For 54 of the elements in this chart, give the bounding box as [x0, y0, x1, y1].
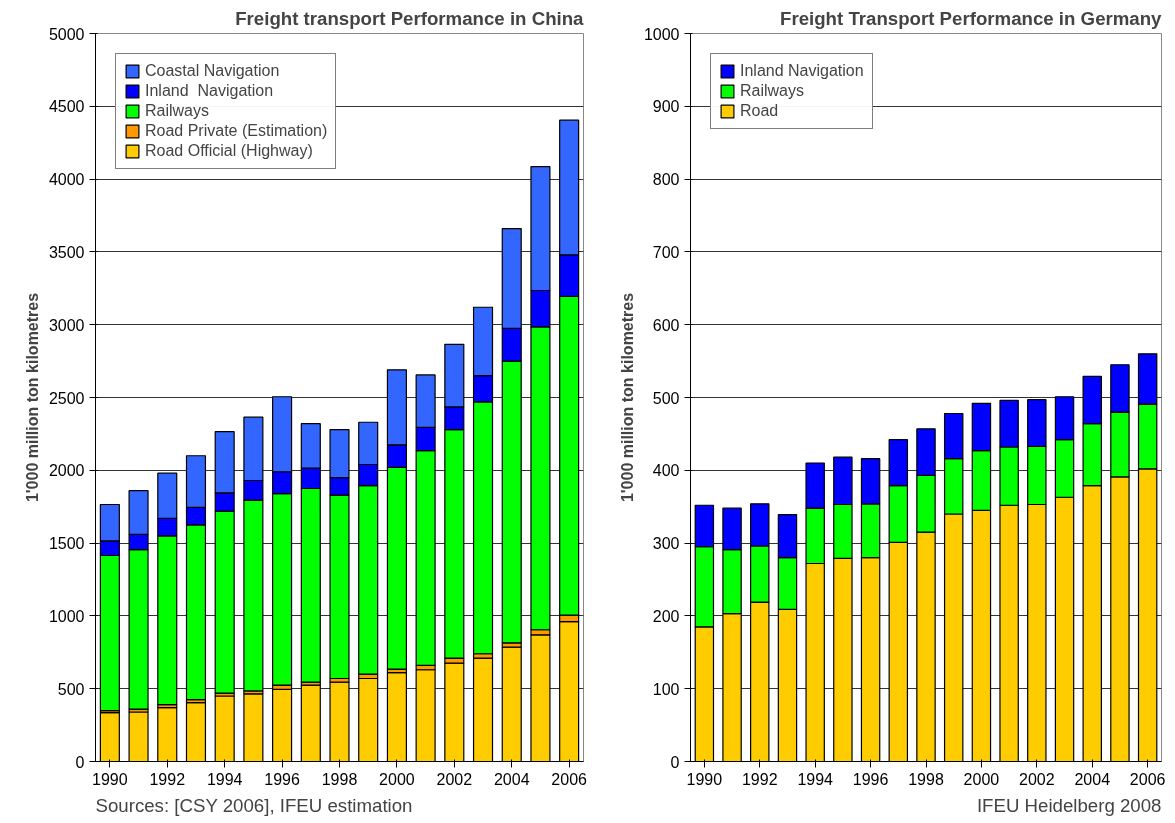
y-tick-label: 400 — [652, 462, 680, 480]
y-tick-label: 300 — [652, 535, 680, 553]
y-tick-label: 3500 — [48, 243, 85, 261]
x-tick-label: 2004 — [493, 770, 530, 788]
legend-label: Road Private (Estimation) — [145, 122, 328, 140]
x-tick-label: 2002 — [436, 770, 473, 788]
legend-label: Railways — [145, 102, 210, 120]
x-tick-label: 1992 — [149, 770, 186, 788]
x-tick-label: 1998 — [321, 770, 358, 788]
x-tick-label: 1990 — [686, 770, 723, 788]
y-tick-label: 1500 — [48, 535, 85, 553]
x-tick-label: 2000 — [379, 770, 415, 788]
y-tick-label: 500 — [57, 680, 85, 698]
y-tick-label: 4000 — [48, 171, 85, 189]
y-tick-label: 3000 — [48, 316, 85, 334]
x-tick-label: 2006 — [1129, 770, 1166, 788]
legend-label: Road — [740, 102, 779, 120]
y-tick-label: 4500 — [48, 98, 85, 116]
x-tick-label: 1998 — [908, 770, 944, 788]
y-tick-label: 500 — [652, 389, 680, 407]
y-tick-label: 900 — [652, 98, 680, 116]
y-tick-label: 0 — [670, 753, 680, 771]
legend-label: Railways — [740, 82, 805, 100]
y-tick-label: 600 — [652, 316, 680, 334]
y-tick-label: 800 — [652, 171, 680, 189]
chart-title: Freight Transport Performance in Germany — [779, 7, 1163, 29]
text: IFEU Heidelberg 2008 — [976, 794, 1162, 816]
legend-label: Inland Navigation — [145, 82, 274, 100]
x-tick-label: 1996 — [264, 770, 300, 788]
y-tick-label: 1000 — [48, 607, 85, 625]
source-note: Sources: [CSY 2006], IFEU estimation — [95, 794, 413, 816]
y-tick-label: 200 — [652, 607, 680, 625]
y-tick-label: 100 — [652, 680, 680, 698]
y-axis-title: 1'000 million ton kilometres — [23, 292, 41, 503]
y-tick-label: 2000 — [48, 462, 85, 480]
x-tick-label: 1994 — [797, 770, 834, 788]
legend-label: Coastal Navigation — [145, 62, 280, 80]
legend-label: Inland Navigation — [740, 62, 864, 80]
y-tick-label: 0 — [75, 753, 85, 771]
x-tick-label: 1994 — [206, 770, 243, 788]
y-tick-label: 1000 — [643, 25, 680, 43]
x-tick-label: 1990 — [92, 770, 128, 788]
x-tick-label: 2004 — [1074, 770, 1111, 788]
chart-title: Freight transport Performance in China — [235, 7, 585, 29]
x-tick-label: 2006 — [551, 770, 588, 788]
y-tick-label: 2500 — [48, 389, 85, 407]
y-axis-title: 1'000 million ton kilometres — [618, 292, 636, 503]
x-tick-label: 2000 — [963, 770, 1000, 788]
y-tick-label: 5000 — [48, 25, 85, 43]
x-tick-label: 2002 — [1019, 770, 1055, 788]
x-tick-label: 1992 — [741, 770, 778, 788]
y-tick-label: 700 — [652, 243, 680, 261]
legend-label: Road Official (Highway) — [145, 142, 313, 160]
x-tick-label: 1996 — [852, 770, 889, 788]
